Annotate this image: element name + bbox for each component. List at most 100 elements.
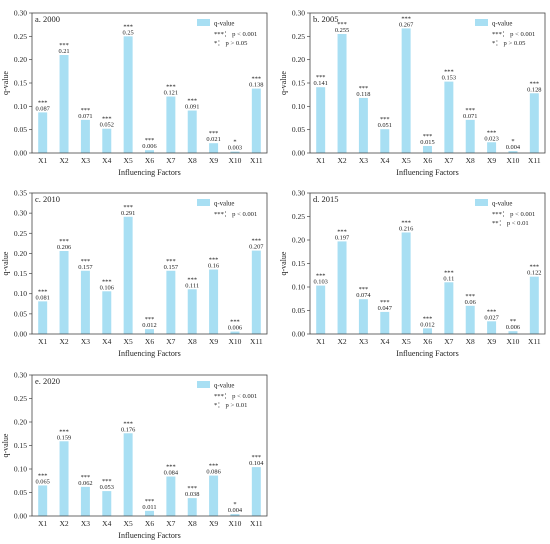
x-tick-label: X6 (145, 156, 154, 165)
significance-label: *** (209, 130, 219, 137)
x-tick-label: X6 (423, 337, 432, 346)
panel-label: c. 2010 (35, 194, 60, 204)
bar-X4 (102, 128, 112, 153)
bar-X4 (102, 491, 112, 516)
significance-label: *** (166, 464, 176, 471)
bar-X11 (529, 93, 539, 153)
panel-label: e. 2020 (35, 376, 60, 386)
y-tick-label: 0.10 (292, 102, 305, 111)
y-tick-label: 0.00 (14, 149, 27, 158)
y-tick-label: 0.15 (14, 79, 27, 88)
significance-label: *** (401, 219, 411, 226)
x-tick-label: X6 (145, 519, 154, 528)
bar-X9 (487, 142, 497, 153)
y-tick-label: 0.05 (14, 488, 27, 497)
bar-value-label: 0.106 (100, 284, 114, 291)
legend-label: q-value (214, 383, 234, 390)
bar-X6 (145, 150, 154, 153)
bar-X3 (80, 270, 90, 334)
legend-label: q-value (492, 201, 512, 208)
chart-panel-2: b. 2005 0.00 0.05 0.10 0.15 0.20 0.25 0.30 q-val… (279, 9, 546, 177)
x-tick-label: X1 (316, 337, 325, 346)
bar-X9 (487, 321, 497, 334)
significance-label: *** (337, 21, 347, 28)
y-tick-label: 0.05 (292, 306, 305, 315)
bar-X9 (209, 475, 219, 516)
x-tick-label: X11 (250, 156, 263, 165)
significance-label: *** (252, 454, 262, 461)
significance-label: ** (510, 318, 516, 325)
y-tick-label: 0.05 (14, 309, 27, 318)
significance-label: *** (59, 428, 69, 435)
chart-panel-4: d. 2015 0.00 0.05 0.10 0.15 0.20 0.25 0.30 q-val… (279, 189, 546, 358)
bar-X2 (59, 55, 69, 153)
significance-label: *** (423, 133, 433, 140)
plot-frame (31, 12, 268, 154)
chart-panel-3: c. 2010 0.00 0.05 0.10 0.15 0.20 0.25 0.30 0.35 q… (1, 189, 268, 358)
significance-label: *** (145, 316, 155, 323)
y-tick-label: 0.25 (292, 32, 305, 41)
bar-value-label: 0.255 (335, 27, 349, 34)
x-tick-label: X6 (423, 156, 432, 165)
significance-label: *** (102, 478, 112, 485)
bar-value-label: 0.197 (335, 234, 350, 241)
significance-label: *** (59, 238, 69, 245)
x-tick-label: X10 (228, 519, 241, 528)
bar-X4 (380, 129, 390, 153)
significance-label: *** (187, 276, 197, 283)
x-tick-label: X3 (359, 337, 368, 346)
bar-value-label: 0.038 (185, 491, 199, 498)
bar-X3 (358, 299, 368, 334)
significance-label: *** (102, 278, 112, 285)
x-tick-label: X3 (81, 337, 90, 346)
y-tick-label: 0.30 (14, 9, 27, 18)
significance-label: *** (123, 23, 133, 30)
x-tick-label: X4 (102, 156, 111, 165)
significance-label: *** (252, 76, 262, 83)
y-tick-label: 0.05 (292, 125, 305, 134)
x-tick-label: X11 (250, 337, 263, 346)
bar-value-label: 0.21 (58, 48, 69, 55)
significance-note: *： p > 0.05 (214, 40, 248, 47)
bar-X4 (102, 291, 112, 334)
bar-value-label: 0.074 (356, 292, 371, 299)
legend-swatch (475, 199, 488, 206)
bar-value-label: 0.004 (228, 507, 243, 514)
bar-value-label: 0.157 (164, 264, 179, 271)
bar-X5 (401, 232, 411, 334)
significance-note: **： p < 0.01 (492, 220, 529, 227)
bar-X9 (209, 143, 219, 153)
chart-panel-1: a. 2000 0.00 0.05 0.10 0.15 0.20 0.25 0.30 q-val… (1, 9, 268, 177)
bar-X11 (529, 276, 539, 334)
bar-value-label: 0.006 (142, 143, 156, 150)
x-tick-label: X5 (402, 337, 411, 346)
y-tick-label: 0.10 (14, 289, 27, 298)
bar-value-label: 0.052 (100, 122, 114, 129)
chart-panel-5: e. 2020 0.00 0.05 0.10 0.15 0.20 0.25 0.30 q-val… (1, 371, 268, 540)
x-tick-label: X1 (38, 156, 47, 165)
y-tick-label: 0.00 (14, 330, 27, 339)
bar-X9 (209, 269, 219, 334)
bar-value-label: 0.087 (35, 105, 50, 112)
significance-label: *** (401, 15, 411, 22)
bar-X10 (508, 151, 518, 153)
significance-label: *** (359, 85, 369, 92)
bar-value-label: 0.159 (57, 434, 71, 441)
y-tick-label: 0.30 (14, 209, 27, 218)
x-tick-label: X8 (188, 156, 197, 165)
x-tick-label: X6 (145, 337, 154, 346)
bar-X1 (316, 285, 326, 334)
x-tick-label: X11 (528, 337, 541, 346)
bar-X6 (423, 146, 432, 153)
x-tick-label: X1 (316, 156, 325, 165)
bar-X7 (166, 270, 176, 334)
bar-value-label: 0.06 (465, 299, 476, 306)
significance-label: *** (359, 286, 369, 293)
bar-value-label: 0.122 (527, 270, 541, 277)
bar-value-label: 0.16 (208, 263, 219, 270)
significance-label: *** (145, 137, 155, 144)
y-axis-title: q-value (279, 71, 288, 95)
significance-label: *** (102, 116, 112, 123)
bar-value-label: 0.021 (206, 136, 220, 143)
significance-label: *** (252, 238, 262, 245)
